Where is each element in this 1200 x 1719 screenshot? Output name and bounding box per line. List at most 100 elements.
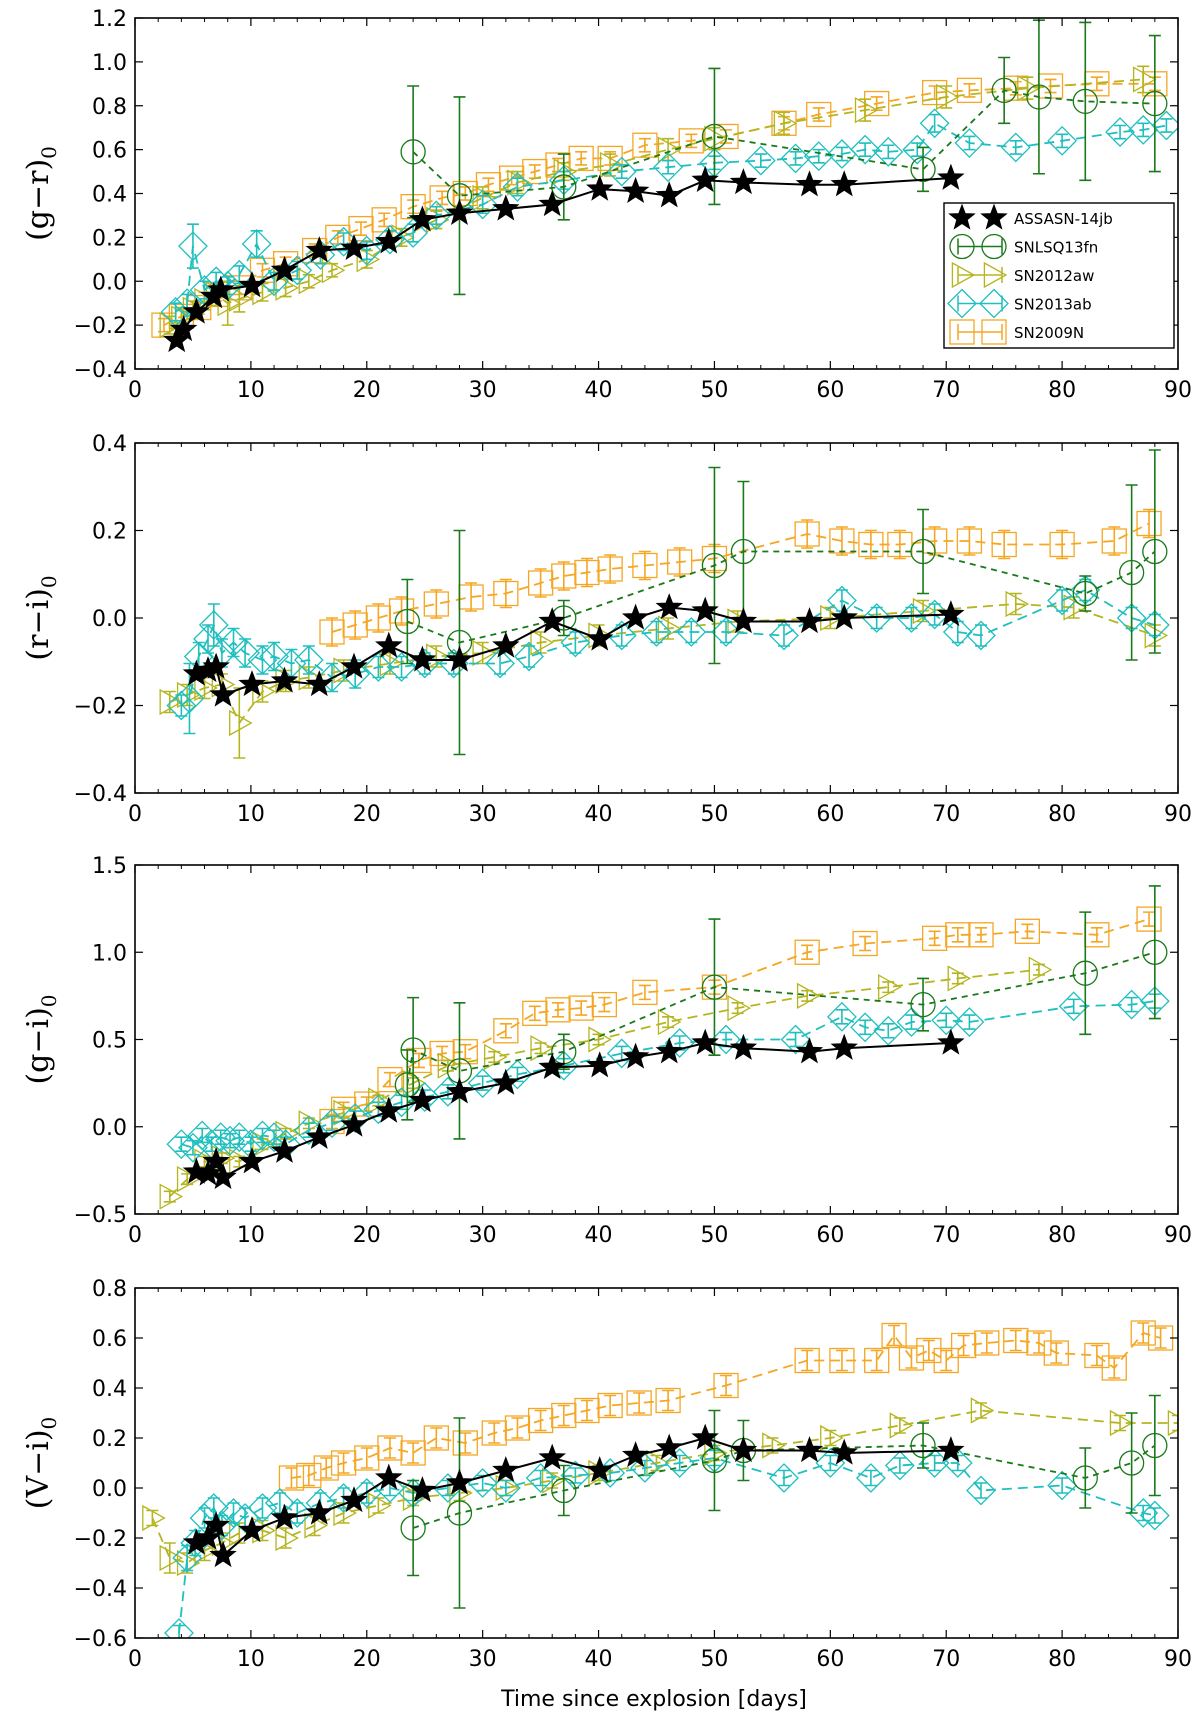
error-bar-sn2009n: [905, 1347, 918, 1369]
data-point-snlsq: [701, 123, 728, 150]
error-bar-sn2009n: [1108, 1357, 1121, 1379]
data-point-sn2013ab: [966, 1475, 996, 1506]
data-point-sn2009n: [296, 1462, 322, 1489]
y-tick-label: −0.5: [74, 1203, 127, 1228]
data-point-sn2013ab: [769, 1463, 799, 1493]
y-tick-label: 0.0: [92, 1116, 127, 1141]
data-point-sn2012aw: [159, 1544, 184, 1572]
error-bar-snlsq: [917, 1422, 930, 1469]
data-point-asassn: [795, 170, 824, 197]
y-axis-label-subscript: 0: [37, 1417, 61, 1430]
data-point-sn2012aw: [472, 639, 497, 667]
error-bar-snlsq: [453, 529, 466, 756]
data-point-sn2013ab: [1000, 132, 1031, 163]
data-point-sn2009n: [626, 1390, 652, 1416]
error-bar-snlsq: [557, 153, 570, 221]
error-bar-sn2009n: [528, 1005, 541, 1022]
data-point-sn2012aw: [484, 1043, 508, 1071]
y-tick-label: −0.6: [74, 1627, 127, 1652]
data-point-asassn: [202, 652, 230, 679]
x-tick-label: 50: [700, 1223, 728, 1248]
data-point-sn2013ab: [270, 1129, 301, 1160]
data-point-sn2012aw: [495, 1474, 520, 1502]
data-point-asassn: [340, 1110, 368, 1137]
data-point-sn2013ab: [641, 617, 672, 647]
legend: ASSASN-14jb SNLSQ13fn SN2012aw SN2013ab SN20…: [943, 202, 1175, 349]
data-point-asassn: [586, 174, 614, 201]
data-point-sn2009n: [881, 1322, 907, 1349]
error-bar-sn2009n: [326, 617, 339, 647]
error-bar-sn2012aw: [801, 989, 814, 1002]
data-point-sn2013ab: [502, 1059, 533, 1090]
error-bar-sn2013ab: [1114, 124, 1127, 140]
data-point-sn2013ab: [942, 1448, 973, 1478]
y-axis-label-subscript: 0: [37, 575, 61, 588]
legend-label-sn2013ab: SN2013ab: [1014, 296, 1092, 314]
data-point-sn2009n: [632, 132, 658, 158]
data-point-sn2013ab: [502, 171, 533, 202]
legend-marker-sn2013ab: [947, 288, 977, 319]
data-point-asassn: [691, 1028, 719, 1055]
data-point-sn2013ab: [247, 1493, 278, 1523]
data-point-asassn: [340, 233, 368, 261]
error-bar-sn2009n: [557, 561, 570, 591]
data-point-sn2012aw: [553, 158, 578, 185]
x-tick-label: 50: [700, 802, 728, 827]
error-bar-sn2009n: [488, 1422, 501, 1444]
data-point-sn2013ab: [218, 627, 249, 658]
x-tick-label: 0: [128, 802, 142, 827]
series-line-sn2013ab: [181, 1000, 1155, 1149]
error-bar-sn2013ab: [789, 151, 802, 166]
data-point-sn2009n: [667, 549, 693, 575]
x-tick-label: 80: [1048, 802, 1076, 827]
x-tick-label: 50: [700, 378, 728, 403]
error-bar-sn2009n: [801, 519, 814, 549]
error-bar-sn2013ab: [337, 232, 350, 252]
error-bar-sn2012aw: [233, 284, 246, 313]
error-bar-sn2013ab: [859, 142, 872, 158]
data-point-sn2013ab: [490, 1473, 521, 1503]
legend-entry-sn2009n: SN2009N: [949, 319, 1084, 345]
error-bar-snlsq: [1125, 484, 1138, 661]
y-axis-label-subscript: 0: [37, 994, 61, 1007]
data-point-sn2009n: [354, 1445, 380, 1471]
error-bar-sn2013ab: [511, 177, 524, 197]
data-point-asassn: [270, 666, 299, 693]
legend-marker-asassn: [948, 203, 976, 230]
data-point-sn2013ab: [664, 1028, 695, 1058]
data-point-asassn: [305, 1122, 333, 1149]
error-bar-sn2009n: [638, 137, 651, 153]
error-bar-sn2009n: [580, 1399, 593, 1422]
y-tick-label: 1.5: [92, 854, 127, 879]
error-bar-sn2013ab: [882, 1022, 895, 1039]
data-point-sn2013ab: [1151, 110, 1178, 141]
data-point-snlsq: [910, 1432, 936, 1459]
data-point-sn2009n: [551, 563, 577, 589]
data-point-asassn: [305, 1498, 333, 1525]
x-tick-label: 30: [469, 1647, 497, 1672]
error-bar-sn2012aw: [488, 1050, 501, 1063]
data-point-sn2009n: [493, 580, 519, 607]
error-bar-sn2013ab: [1160, 118, 1173, 133]
data-point-sn2013ab: [293, 645, 324, 675]
data-point-sn2013ab: [850, 1012, 881, 1043]
legend-marker-sn2012aw: [983, 261, 1008, 289]
data-point-sn2012aw: [275, 1120, 299, 1147]
error-bar-snlsq: [708, 466, 721, 665]
x-tick-label: 10: [237, 1647, 265, 1672]
data-point-sn2009n: [852, 930, 878, 957]
error-bar-sn2009n: [662, 1389, 675, 1412]
plot-area-ri: [159, 449, 1170, 759]
data-point-sn2012aw: [1005, 590, 1030, 618]
data-point-asassn: [621, 176, 650, 203]
error-bar-sn2009n: [633, 1392, 646, 1414]
error-bar-sn2009n: [302, 1464, 315, 1487]
data-point-asassn: [691, 165, 719, 193]
y-tick-label: −0.2: [74, 695, 127, 720]
error-bar-sn2009n: [835, 526, 848, 556]
data-point-asassn: [492, 1068, 520, 1095]
data-point-sn2012aw: [889, 1412, 914, 1439]
data-point-sn2013ab: [606, 1038, 637, 1069]
series-snlsq-ri: [394, 449, 1168, 756]
error-bar-sn2012aw: [731, 1002, 744, 1015]
